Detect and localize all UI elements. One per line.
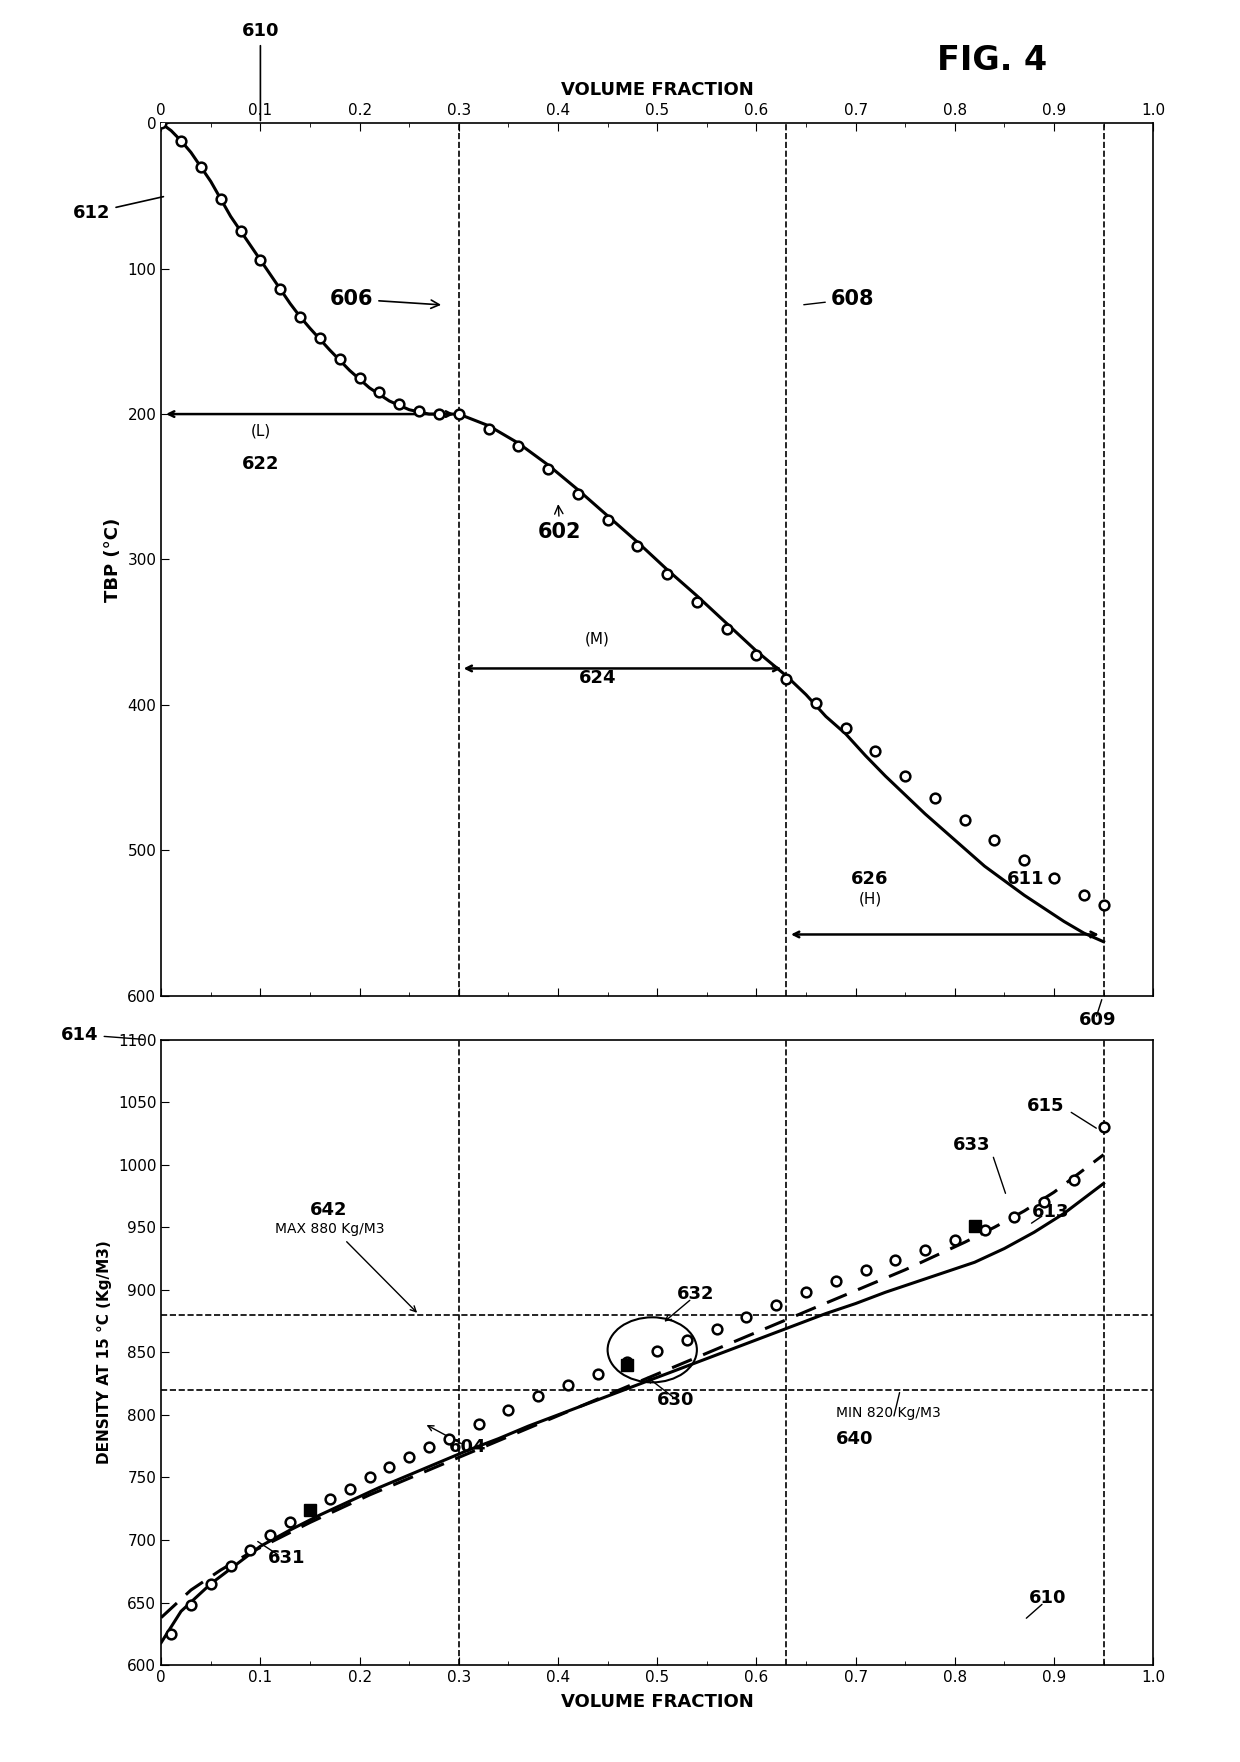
X-axis label: VOLUME FRACTION: VOLUME FRACTION (560, 1693, 754, 1711)
Text: 609: 609 (1079, 1011, 1116, 1029)
Text: (L): (L) (250, 425, 270, 439)
X-axis label: VOLUME FRACTION: VOLUME FRACTION (560, 81, 754, 99)
Y-axis label: DENSITY AT 15 °C (Kg/M3): DENSITY AT 15 °C (Kg/M3) (97, 1240, 113, 1464)
Text: 602: 602 (538, 506, 582, 541)
Text: 632: 632 (677, 1284, 714, 1302)
Text: 631: 631 (268, 1549, 306, 1566)
Text: (M): (M) (585, 633, 610, 647)
Text: 624: 624 (579, 670, 616, 687)
Text: FIG. 4: FIG. 4 (937, 44, 1047, 78)
Text: 614: 614 (61, 1025, 144, 1043)
Text: 615: 615 (1027, 1098, 1065, 1115)
Text: 612: 612 (73, 197, 164, 222)
Text: 642: 642 (310, 1200, 347, 1219)
Text: MIN 820 Kg/M3: MIN 820 Kg/M3 (836, 1406, 940, 1420)
Text: 604: 604 (449, 1438, 486, 1457)
Text: 613: 613 (1032, 1203, 1070, 1221)
Text: 622: 622 (242, 455, 279, 474)
Text: 630: 630 (657, 1390, 694, 1410)
Text: 610: 610 (242, 23, 279, 120)
Text: (H): (H) (859, 892, 882, 907)
Text: MAX 880 Kg/M3: MAX 880 Kg/M3 (275, 1223, 384, 1237)
Text: 608: 608 (804, 289, 874, 308)
Text: 640: 640 (836, 1429, 873, 1448)
Text: 626: 626 (851, 870, 888, 888)
Text: 611: 611 (1007, 870, 1044, 888)
Text: 606: 606 (330, 289, 439, 308)
Text: 633: 633 (952, 1136, 991, 1154)
Text: 610: 610 (1029, 1589, 1066, 1607)
Y-axis label: TBP (°C): TBP (°C) (104, 518, 122, 601)
